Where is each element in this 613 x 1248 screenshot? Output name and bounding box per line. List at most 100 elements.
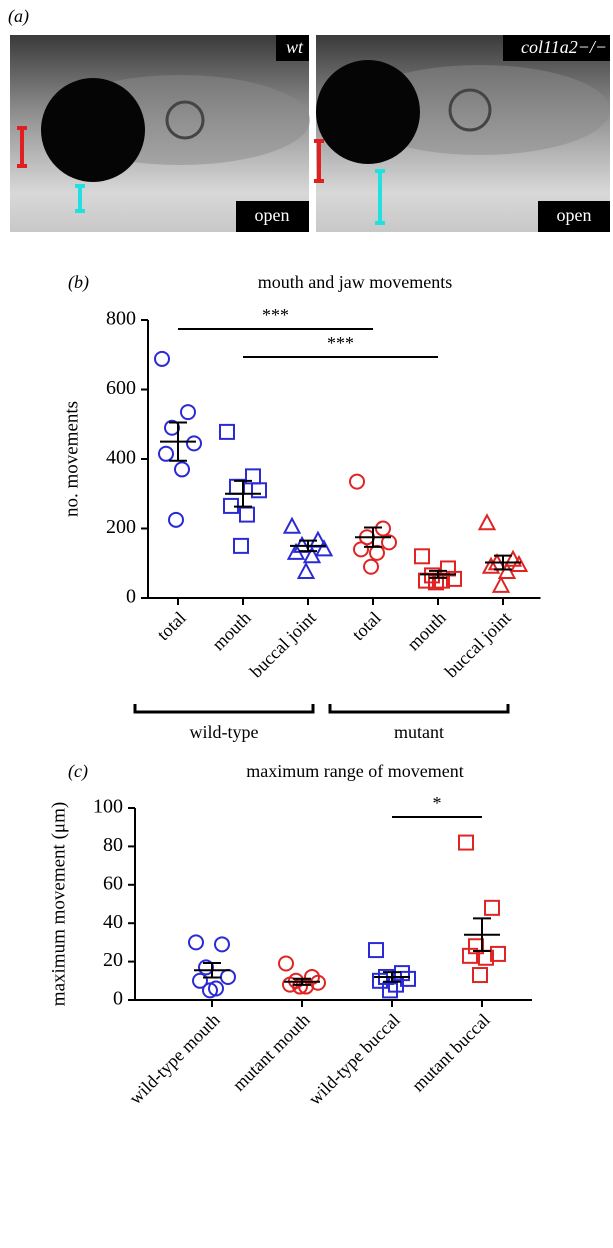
group-label: wild-type (190, 722, 259, 742)
point (239, 506, 255, 523)
x-tick-label: mouth (403, 608, 450, 655)
point (363, 558, 379, 575)
point (381, 534, 397, 551)
point (462, 947, 478, 964)
marker-cyan (75, 184, 85, 213)
sem-bar (494, 554, 512, 571)
sem-bar (299, 539, 317, 553)
marker-cyan (375, 169, 385, 225)
point (472, 967, 488, 984)
marker-red (17, 126, 27, 168)
point (353, 541, 369, 558)
point (400, 970, 416, 987)
y-tick-label: 40 (103, 911, 123, 933)
point (314, 539, 334, 557)
point (296, 561, 316, 579)
point (375, 520, 391, 537)
group-bracket (133, 704, 315, 714)
point (174, 461, 190, 478)
eye (41, 78, 145, 182)
point (369, 544, 385, 561)
sem-bar (169, 421, 187, 462)
tag-box (538, 201, 610, 232)
ear (448, 88, 492, 132)
sem-bar (293, 977, 311, 986)
point (458, 834, 474, 851)
point (186, 435, 202, 452)
tag-box (236, 201, 309, 232)
panel-label: (b) (68, 272, 89, 293)
y-tick-label: 800 (106, 308, 136, 330)
group-bracket (328, 704, 510, 714)
panel-label: (a) (8, 6, 29, 27)
group-label: mutant (394, 722, 444, 742)
point (154, 350, 170, 367)
point (368, 942, 384, 959)
panel-label: (c) (68, 761, 88, 782)
y-tick-label: 0 (113, 988, 123, 1010)
point (446, 570, 462, 587)
point (168, 511, 184, 528)
sem-bar (234, 479, 252, 508)
y-tick-label: 20 (103, 949, 123, 971)
x-tick-label: wild-type buccal (304, 1010, 403, 1109)
point (202, 982, 218, 999)
point (477, 513, 497, 531)
x-tick-label: mutant mouth (229, 1010, 314, 1095)
point (382, 982, 398, 999)
y-tick-label: 60 (103, 872, 123, 894)
y-tick-label: 0 (126, 586, 136, 608)
ear (165, 100, 205, 140)
sem-bar (473, 917, 491, 953)
y-tick-label: 400 (106, 447, 136, 469)
significance-label: * (433, 793, 442, 813)
photo-wt: wt open (10, 35, 310, 232)
eye (316, 60, 420, 164)
x-tick-label: mutant buccal (408, 1010, 494, 1096)
x-tick-label: wild-type mouth (125, 1010, 224, 1109)
point (282, 516, 302, 534)
point (491, 575, 511, 593)
y-tick-label: 80 (103, 834, 123, 856)
significance-label: *** (262, 305, 289, 325)
marker-red (314, 139, 324, 183)
point (490, 945, 506, 962)
point (414, 548, 430, 565)
x-tick-label: mouth (208, 608, 255, 655)
point (349, 473, 365, 490)
point (509, 554, 529, 572)
x-tick-label: buccal joint (441, 608, 515, 682)
y-axis-label: maximum movement (μm) (48, 802, 69, 1006)
point (302, 546, 322, 564)
y-tick-label: 200 (106, 516, 136, 538)
x-tick-label: buccal joint (246, 608, 320, 682)
point (180, 404, 196, 421)
sem-bar (203, 961, 221, 979)
point (233, 537, 249, 554)
point (220, 968, 236, 985)
y-tick-label: 100 (93, 796, 123, 818)
sem-bar (429, 569, 447, 579)
x-tick-label: total (348, 608, 385, 645)
photo-mutant: col11a2−/− open (314, 35, 610, 232)
tag-box (276, 35, 309, 61)
point (158, 445, 174, 462)
chart-title: mouth and jaw movements (258, 272, 452, 292)
state-tag: open (557, 205, 592, 225)
point (251, 482, 267, 499)
point (219, 423, 235, 440)
state-tag: open (255, 205, 290, 225)
x-tick-label: total (153, 608, 190, 645)
sem-bar (364, 526, 382, 548)
sem-bar (383, 971, 401, 983)
point (229, 478, 245, 495)
chart-title: maximum range of movement (246, 761, 463, 781)
point (188, 934, 204, 951)
y-tick-label: 600 (106, 377, 136, 399)
point (214, 936, 230, 953)
y-axis-label: no. movements (61, 401, 82, 517)
point (481, 556, 501, 574)
point (192, 972, 208, 989)
